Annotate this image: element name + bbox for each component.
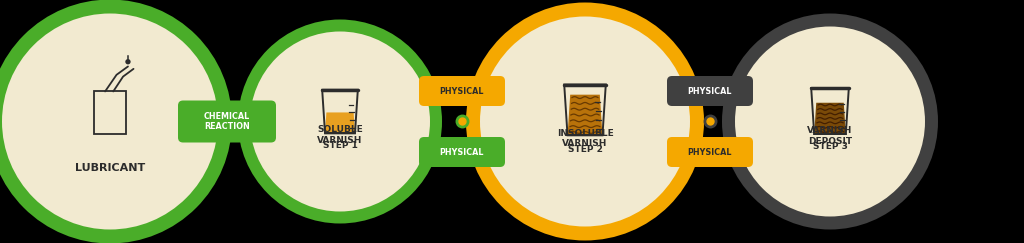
Polygon shape	[814, 103, 846, 134]
Text: PHYSICAL: PHYSICAL	[439, 87, 484, 95]
Polygon shape	[567, 95, 602, 135]
Text: INSOLUBLE
VARNISH: INSOLUBLE VARNISH	[557, 129, 613, 148]
Text: CHEMICAL
REACTION: CHEMICAL REACTION	[204, 112, 250, 131]
Text: STEP 3: STEP 3	[813, 142, 848, 151]
Polygon shape	[325, 113, 355, 133]
Circle shape	[2, 14, 218, 229]
Circle shape	[238, 19, 442, 224]
Text: VARNISH
DEPOSIT: VARNISH DEPOSIT	[807, 126, 853, 146]
Circle shape	[480, 17, 690, 226]
FancyBboxPatch shape	[419, 137, 505, 167]
Text: PHYSICAL: PHYSICAL	[688, 148, 732, 156]
Circle shape	[0, 0, 232, 243]
Circle shape	[722, 14, 938, 229]
Text: SOLUBLE
VARNISH: SOLUBLE VARNISH	[317, 125, 362, 145]
FancyBboxPatch shape	[419, 76, 505, 106]
Circle shape	[125, 59, 131, 64]
Circle shape	[735, 26, 925, 217]
Text: LUBRICANT: LUBRICANT	[75, 163, 145, 173]
Text: STEP 1: STEP 1	[323, 141, 357, 150]
FancyBboxPatch shape	[667, 137, 753, 167]
Text: PHYSICAL: PHYSICAL	[439, 148, 484, 156]
FancyBboxPatch shape	[667, 76, 753, 106]
Text: PHYSICAL: PHYSICAL	[688, 87, 732, 95]
Circle shape	[250, 32, 430, 211]
FancyBboxPatch shape	[178, 101, 276, 142]
Circle shape	[466, 2, 705, 241]
FancyBboxPatch shape	[93, 91, 126, 134]
Text: STEP 2: STEP 2	[567, 145, 602, 154]
